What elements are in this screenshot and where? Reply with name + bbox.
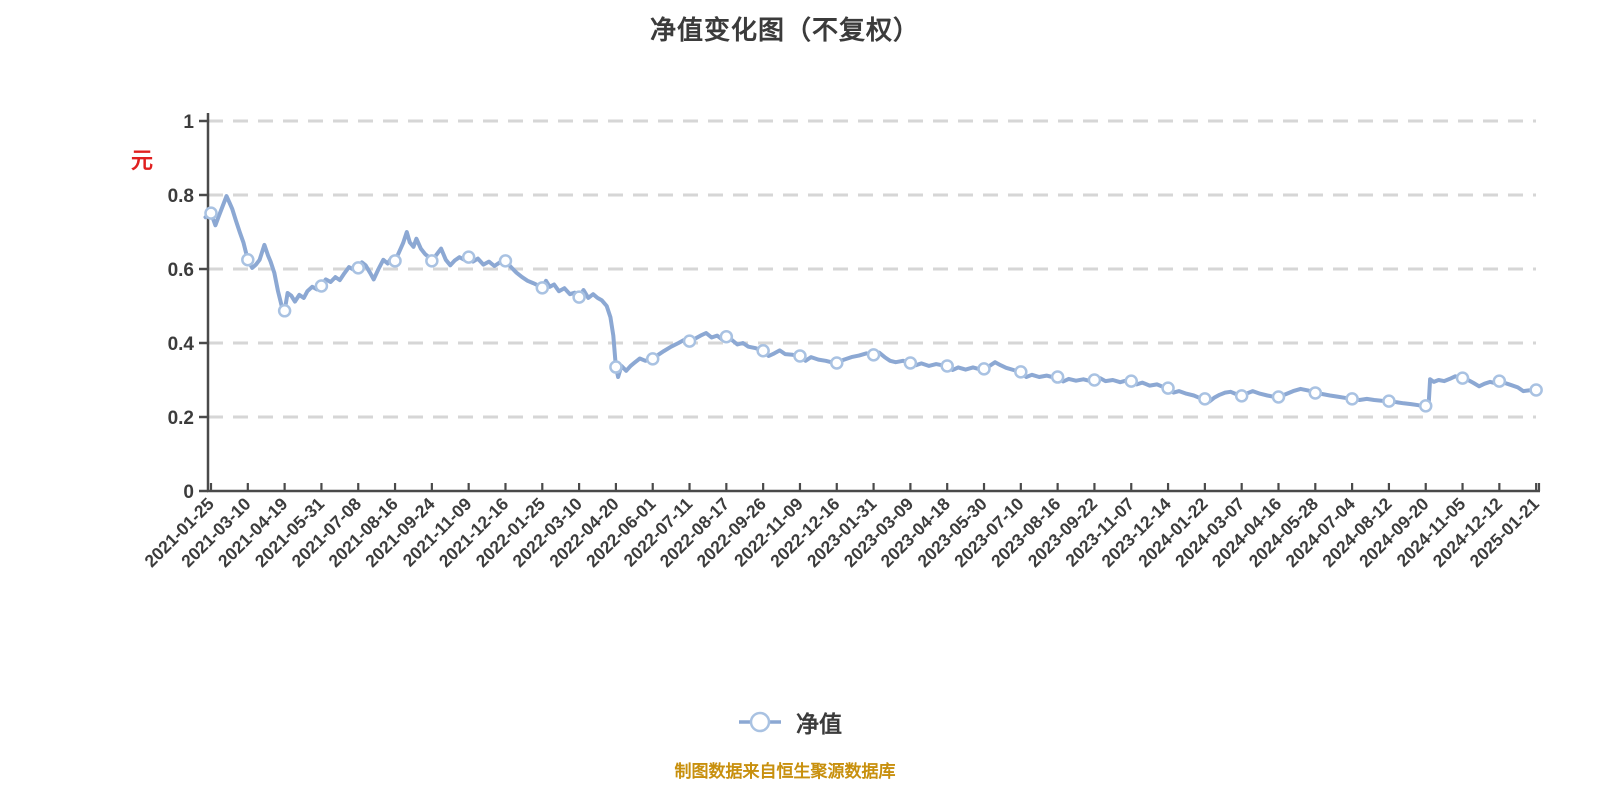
data-point-marker <box>498 254 513 268</box>
y-tick-label: 0.8 <box>168 186 194 207</box>
data-point-marker <box>1271 390 1286 404</box>
data-point-marker <box>572 290 586 304</box>
data-point-marker <box>1418 399 1433 413</box>
legend: 净值 <box>0 700 1580 744</box>
data-point-marker <box>977 362 991 376</box>
data-point-marker <box>277 304 292 318</box>
data-point-marker <box>1087 373 1102 387</box>
data-point-marker <box>866 348 881 362</box>
data-point-marker <box>1345 392 1359 406</box>
data-point-marker <box>719 329 734 344</box>
y-tick-label: 1 <box>183 112 194 133</box>
chart-title: 净值变化图（不复权） <box>649 15 920 45</box>
data-point-marker <box>756 344 770 358</box>
data-point-marker <box>1492 374 1507 388</box>
data-point-marker <box>535 281 550 295</box>
legend-line-marker-icon <box>739 711 781 733</box>
data-point-marker <box>940 359 954 373</box>
data-point-marker <box>1308 386 1323 400</box>
y-tick-label: 0.6 <box>168 260 194 281</box>
data-point-marker <box>204 206 218 220</box>
y-tick-label: 0.2 <box>168 408 194 429</box>
data-point-marker <box>1382 394 1396 408</box>
data-point-marker <box>314 279 329 293</box>
data-point-marker <box>645 352 660 366</box>
data-point-marker <box>351 261 365 275</box>
data-point-marker <box>1050 370 1065 384</box>
data-point-marker <box>609 360 623 374</box>
data-point-marker <box>793 349 807 363</box>
legend-label: 净值 <box>796 711 842 737</box>
data-point-marker <box>682 334 697 348</box>
data-point-marker <box>241 253 255 267</box>
data-point-marker <box>1198 392 1212 406</box>
y-tick-label: 0.4 <box>168 334 195 355</box>
data-point-marker <box>903 356 918 370</box>
net-value-line <box>203 194 1539 408</box>
data-point-marker <box>461 250 476 264</box>
data-point-marker <box>1124 374 1138 388</box>
data-source-footer: 制图数据来自恒生聚源数据库 <box>674 762 896 781</box>
data-point-marker <box>425 254 439 268</box>
data-point-marker <box>1161 381 1175 395</box>
data-point-marker <box>388 254 402 268</box>
y-tick-label: 0 <box>183 482 194 503</box>
data-point-marker <box>830 356 844 370</box>
data-point-marker <box>1014 365 1028 379</box>
y-axis-unit-label: 元 <box>131 148 154 173</box>
data-point-marker <box>1234 389 1249 403</box>
data-point-marker <box>1455 371 1470 385</box>
data-point-marker <box>1529 383 1543 397</box>
